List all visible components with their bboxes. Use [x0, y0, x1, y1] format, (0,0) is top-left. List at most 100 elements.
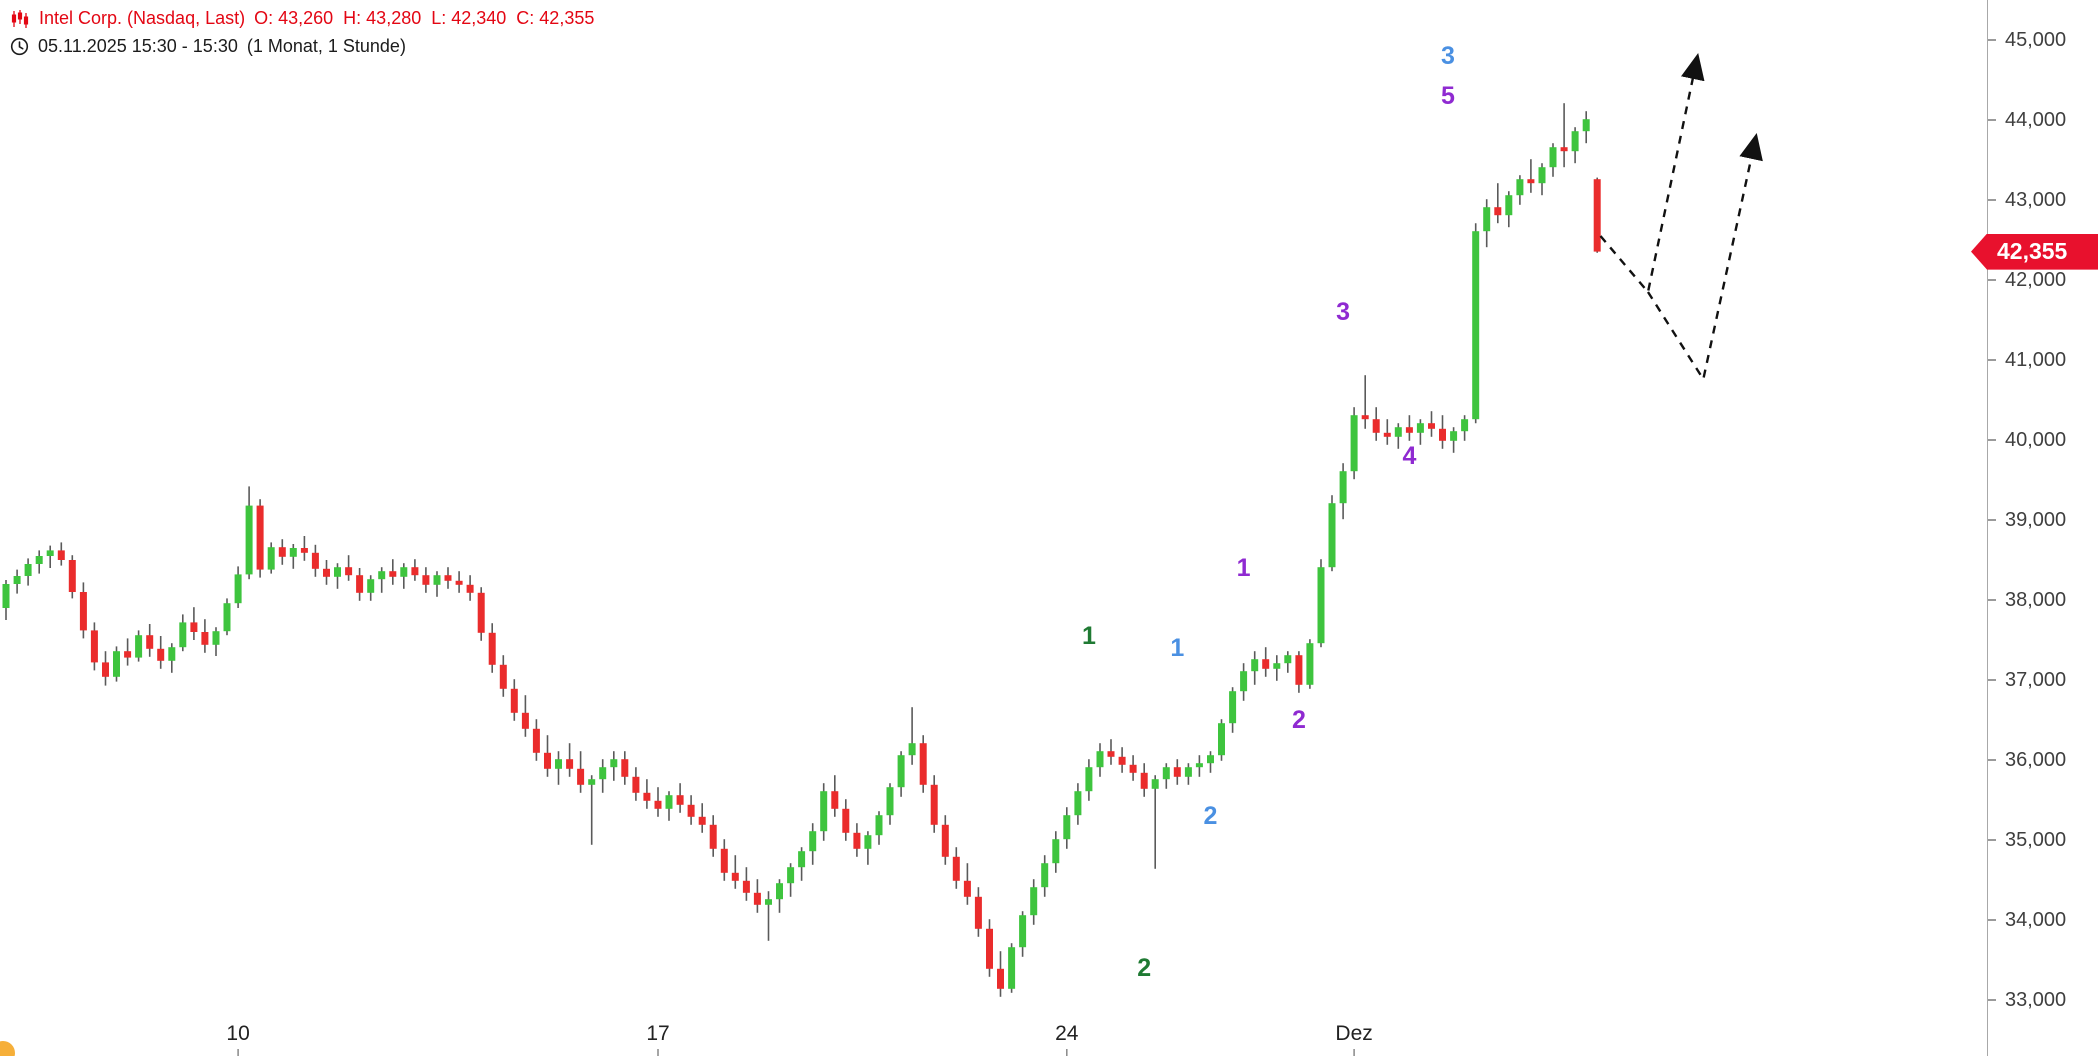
wave-label: 3 — [1441, 42, 1455, 70]
candle — [698, 803, 706, 833]
clock-icon — [10, 37, 29, 56]
x-axis-label: 24 — [1055, 1022, 1079, 1045]
x-axis-label: Dez — [1335, 1022, 1372, 1045]
candle — [46, 545, 54, 568]
price-axis[interactable]: 45,000 44,000 43,000 42,000 41,000 40,000 39,0… — [1987, 0, 2098, 1056]
candle — [1096, 743, 1104, 777]
candle — [742, 867, 750, 901]
candle — [234, 566, 242, 608]
timestamp-text: 05.11.2025 15:30 - 15:30 — [38, 36, 238, 56]
candle — [35, 550, 43, 574]
y-axis-label: 44,000 — [1988, 108, 2066, 132]
candlestick-icon — [10, 9, 30, 29]
candle — [1030, 879, 1038, 925]
candle — [2, 580, 10, 620]
candle — [555, 751, 562, 785]
candle — [300, 536, 308, 561]
candle — [654, 787, 662, 817]
candle — [24, 558, 32, 586]
candle — [1450, 427, 1458, 453]
candle — [1383, 419, 1391, 445]
candle — [1085, 759, 1093, 801]
candle — [1295, 651, 1303, 693]
candle — [256, 499, 264, 578]
candle — [930, 775, 938, 833]
candle — [477, 587, 485, 641]
candle — [720, 839, 728, 881]
candle — [367, 575, 375, 601]
x-axis-label: 17 — [646, 1022, 669, 1045]
candle — [676, 783, 684, 813]
candle — [1538, 163, 1546, 196]
candle — [1483, 199, 1491, 248]
candle — [963, 863, 971, 905]
candle — [1052, 831, 1060, 873]
chart-header: Intel Corp. (Nasdaq, Last) O: 43,260 H: … — [10, 8, 594, 29]
candle — [1428, 411, 1435, 437]
candle — [1107, 739, 1115, 765]
candle — [1306, 639, 1314, 689]
candle — [544, 735, 551, 777]
candle — [897, 751, 905, 797]
y-axis-label: 35,000 — [1988, 828, 2066, 852]
candle — [1317, 559, 1325, 648]
candle — [223, 598, 231, 636]
candle — [135, 630, 143, 662]
candle — [1063, 807, 1071, 849]
candle — [289, 544, 297, 569]
candle — [577, 751, 585, 793]
candle — [400, 563, 408, 589]
candle — [566, 743, 574, 777]
y-axis-label: 42,000 — [1988, 268, 2066, 292]
candle — [1008, 943, 1016, 993]
candle — [444, 567, 452, 589]
candle — [79, 582, 87, 639]
candle — [621, 751, 629, 785]
candle — [820, 783, 828, 841]
candle — [345, 555, 353, 581]
candle — [875, 811, 883, 845]
candle — [102, 651, 109, 686]
watermark-fragment — [0, 1041, 15, 1056]
candle — [1218, 719, 1225, 761]
candle — [1516, 175, 1524, 205]
wave-label: 1 — [1170, 634, 1184, 662]
candle — [278, 539, 286, 565]
candle — [455, 571, 463, 593]
wave-label: 1 — [1082, 622, 1096, 650]
candle — [842, 799, 850, 841]
y-axis-label: 41,000 — [1988, 348, 2066, 372]
candle — [1461, 415, 1469, 441]
candle — [510, 679, 518, 721]
candle — [488, 623, 496, 673]
candle — [997, 951, 1004, 997]
candle — [599, 759, 607, 793]
candle — [323, 560, 330, 585]
price-chart-canvas[interactable]: 1 2 1 2 1 2 3 4 5 3 10 17 24 Dez — [0, 0, 1987, 1056]
candle — [311, 544, 319, 577]
candle — [68, 555, 76, 599]
candle — [1041, 855, 1049, 897]
candle — [245, 486, 253, 580]
candle — [1361, 375, 1369, 429]
candle — [389, 559, 397, 585]
candle — [1416, 419, 1424, 445]
wave-label: 4 — [1402, 442, 1416, 470]
candle — [632, 767, 640, 801]
candle — [334, 563, 341, 589]
candle — [1129, 755, 1137, 781]
wave-label: 5 — [1441, 82, 1455, 110]
candle — [1251, 651, 1259, 685]
candle — [1593, 177, 1601, 253]
candle — [190, 607, 198, 640]
y-axis-label: 39,000 — [1988, 508, 2066, 532]
candle — [411, 559, 419, 581]
candle — [665, 791, 673, 821]
candle — [422, 567, 430, 593]
candle — [201, 619, 209, 653]
candle — [986, 919, 993, 977]
projection-arrow — [1646, 132, 1763, 383]
y-axis-label: 37,000 — [1988, 668, 2066, 692]
x-axis-label: 10 — [226, 1022, 249, 1045]
